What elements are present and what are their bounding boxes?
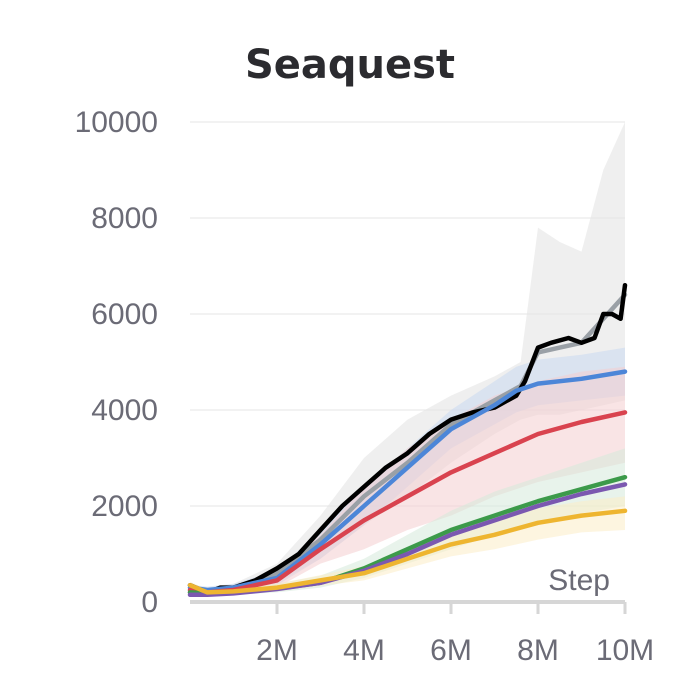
- x-tick-label-1: 4M: [343, 634, 385, 667]
- y-tick-labels: 0 2000 4000 6000 8000 10000: [75, 106, 158, 619]
- y-tick-label-1: 2000: [91, 490, 158, 523]
- series-band-0: [190, 122, 625, 597]
- series-band-3: [190, 366, 625, 596]
- x-tick-labels: 2M 4M 6M 8M 10M: [256, 634, 654, 667]
- series-band-4: [190, 448, 625, 596]
- x-tick-label-2: 6M: [430, 634, 472, 667]
- y-tick-label-3: 6000: [91, 298, 158, 331]
- y-tick-label-2: 4000: [91, 394, 158, 427]
- x-tick-label-3: 8M: [517, 634, 559, 667]
- y-tick-label-4: 8000: [91, 202, 158, 235]
- y-tick-label-5: 10000: [75, 106, 158, 139]
- x-axis-label: Step: [548, 564, 610, 597]
- confidence-bands: [190, 122, 625, 597]
- axes: [190, 600, 627, 614]
- y-tick-label-0: 0: [141, 586, 158, 619]
- x-tick-label-4: 10M: [596, 634, 654, 667]
- series-lines: [187, 282, 628, 598]
- series-band-6: [190, 496, 625, 596]
- series-line-6: [187, 508, 628, 595]
- series-line-2: [187, 369, 628, 593]
- series-line-1: [187, 282, 628, 595]
- x-tick-label-0: 2M: [256, 634, 298, 667]
- chart-title: Seaquest: [245, 42, 455, 88]
